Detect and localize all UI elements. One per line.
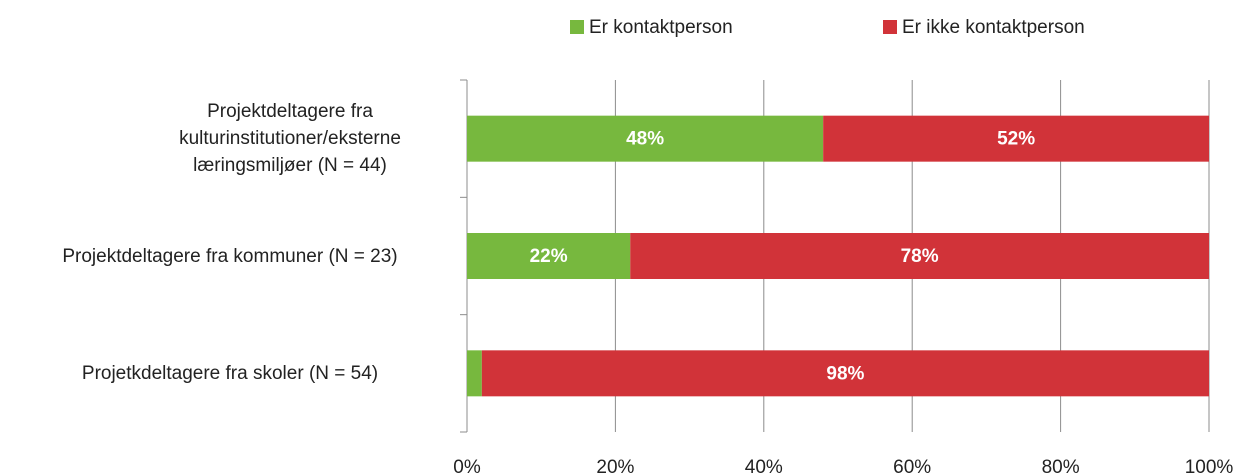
y-tick-label: Projektdeltagere fra kommuner (N = 23) <box>62 245 398 267</box>
x-tick-label: 100% <box>1185 457 1234 476</box>
legend-label: Er ikke kontaktperson <box>902 17 1085 38</box>
bar-segment <box>467 115 824 162</box>
data-label: 48% <box>626 129 664 150</box>
bar-segment <box>467 233 631 279</box>
bar-segment <box>823 115 1209 162</box>
bar-segment <box>481 350 1210 397</box>
legend-swatch <box>883 20 897 34</box>
x-tick-label: 20% <box>596 457 634 476</box>
legend-swatch <box>570 20 584 34</box>
y-tick-label: Projektdeltagere fra kulturinstitutioner… <box>179 101 401 177</box>
data-label: 52% <box>997 129 1035 150</box>
data-label: 98% <box>826 363 864 384</box>
x-tick-label: 60% <box>893 457 931 476</box>
y-tick-label: Projetkdeltagere fra skoler (N = 54) <box>81 362 379 384</box>
x-tick-label: 0% <box>453 457 481 476</box>
x-tick-label: 40% <box>745 457 783 476</box>
bar-segment <box>467 350 482 397</box>
data-label: 22% <box>530 246 568 267</box>
x-tick-label: 80% <box>1042 457 1080 476</box>
data-label: 78% <box>901 246 939 267</box>
bar-segment <box>630 233 1209 279</box>
legend-label: Er kontaktperson <box>589 17 733 38</box>
